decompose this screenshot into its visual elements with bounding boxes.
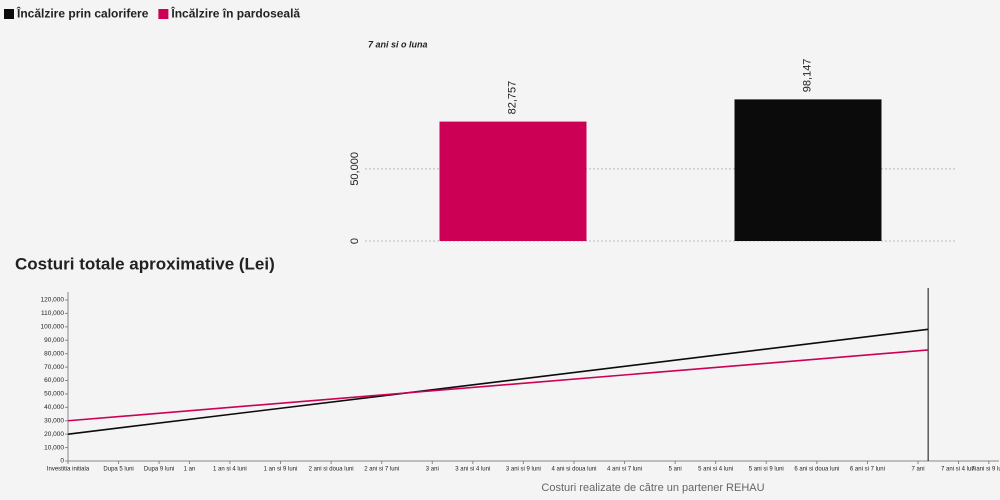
- x-tick-label: 2 ani si 7 luni: [364, 467, 399, 473]
- line: [67, 349, 929, 422]
- x-tick-label: 7 ani si 9 luni: [971, 467, 1000, 473]
- x-tick-label: 6 ani si 7 luni: [850, 467, 885, 473]
- x-tick-label: 4 ani si doua luni: [551, 467, 596, 473]
- legend-swatch: [158, 9, 169, 19]
- y-tick-label: 120,000: [41, 297, 65, 304]
- y-tick-label: 30,000: [44, 417, 64, 424]
- bar-subtitle: 7 ani si o luna: [368, 39, 428, 49]
- y-tick-label: 100,000: [41, 324, 65, 331]
- x-tick-label: 3 ani si 4 luni: [455, 467, 490, 473]
- data-label: 82,757: [506, 81, 518, 115]
- x-tick-label: 5 ani si 4 luni: [698, 467, 733, 473]
- y-tick-label: 0: [60, 458, 64, 465]
- x-tick-label: 1 an si 9 luni: [264, 467, 298, 473]
- x-tick-label: Investitia initiala: [47, 467, 90, 473]
- y-tick-label: 60,000: [44, 377, 64, 384]
- x-tick-label: 4 ani si 7 luni: [607, 467, 642, 473]
- x-tick-label: 7 ani: [912, 467, 925, 473]
- y-tick-label: 110,000: [41, 310, 64, 317]
- x-axis-label: Costuri realizate de către un partener R…: [541, 482, 764, 494]
- y-tick-label: 90,000: [44, 337, 64, 344]
- bar: [734, 99, 882, 241]
- y-tick-label: 20,000: [44, 431, 64, 438]
- data-label: 98,147: [801, 59, 813, 93]
- x-tick-label: 6 ani si doua luni: [794, 467, 839, 473]
- x-tick-label: Dupa 9 luni: [144, 467, 174, 473]
- legend-label: Încălzire în pardoseală: [170, 6, 300, 21]
- y-tick-label: 40,000: [44, 404, 64, 411]
- x-tick-label: 5 ani si 9 luni: [749, 467, 784, 473]
- x-tick-label: Dupa 5 luni: [103, 467, 133, 473]
- legend-label: Încălzire prin calorifere: [16, 6, 149, 21]
- x-tick-label: 3 ani si 9 luni: [506, 467, 541, 473]
- y-tick-label: 70,000: [44, 364, 64, 371]
- bar: [439, 121, 587, 241]
- x-tick-label: 5 ani: [669, 467, 682, 473]
- x-tick-label: 1 an si 4 luni: [213, 467, 247, 473]
- legend-swatch: [4, 9, 14, 19]
- x-tick-label: 1 an: [184, 467, 196, 473]
- x-tick-label: 2 ani si doua luni: [309, 467, 354, 473]
- line: [67, 328, 929, 435]
- y-tick-label: 50,000: [349, 152, 361, 186]
- line-title: Costuri totale aproximative (Lei): [15, 254, 275, 273]
- y-tick-label: 0: [349, 238, 361, 244]
- y-tick-label: 10,000: [44, 444, 64, 451]
- x-tick-label: 7 ani si 4 luni: [941, 467, 976, 473]
- x-tick-label: 3 ani: [426, 467, 439, 473]
- y-tick-label: 80,000: [44, 350, 64, 357]
- y-tick-label: 50,000: [44, 391, 64, 398]
